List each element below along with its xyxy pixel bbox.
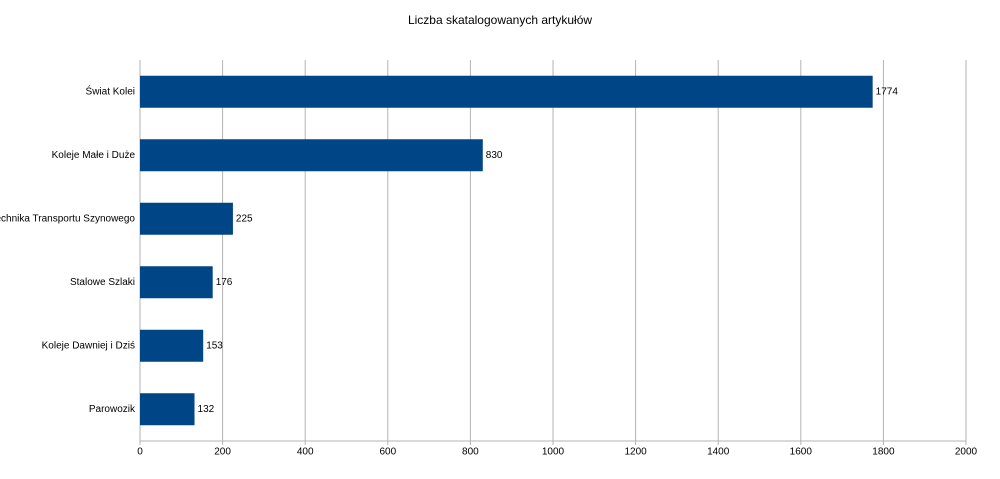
x-tick-label: 1200	[624, 447, 647, 458]
data-label: 830	[486, 150, 503, 161]
y-tick-label: Technika Transportu Szynowego	[0, 213, 135, 224]
bar	[140, 202, 233, 235]
y-tick-label: Koleje Dawniej i Dziś	[42, 340, 135, 351]
y-tick-label: Koleje Małe i Duże	[52, 150, 136, 161]
x-tick-label: 2000	[955, 447, 978, 458]
data-label: 225	[236, 213, 253, 224]
x-tick-label: 1800	[872, 447, 895, 458]
x-tick-label: 600	[379, 447, 396, 458]
data-label: 132	[198, 404, 215, 415]
x-tick-label: 400	[297, 447, 314, 458]
bar	[140, 393, 195, 426]
x-tick-label: 1400	[707, 447, 730, 458]
bar	[140, 266, 213, 299]
data-label: 153	[206, 340, 223, 351]
y-tick-label: Świat Kolei	[86, 84, 135, 97]
x-tick-label: 0	[137, 447, 143, 458]
x-tick-label: 800	[462, 447, 479, 458]
y-tick-label: Stalowe Szlaki	[70, 277, 135, 288]
x-tick-label: 200	[214, 447, 231, 458]
data-label: 1774	[876, 86, 899, 97]
y-tick-label: Parowozik	[89, 404, 136, 415]
x-tick-label: 1000	[542, 447, 565, 458]
x-tick-label: 1600	[790, 447, 813, 458]
bar	[140, 75, 873, 108]
bar	[140, 139, 483, 172]
bar	[140, 329, 204, 362]
data-label: 176	[216, 277, 233, 288]
chart-title: Liczba skatalogowanych artykułów	[408, 13, 592, 27]
